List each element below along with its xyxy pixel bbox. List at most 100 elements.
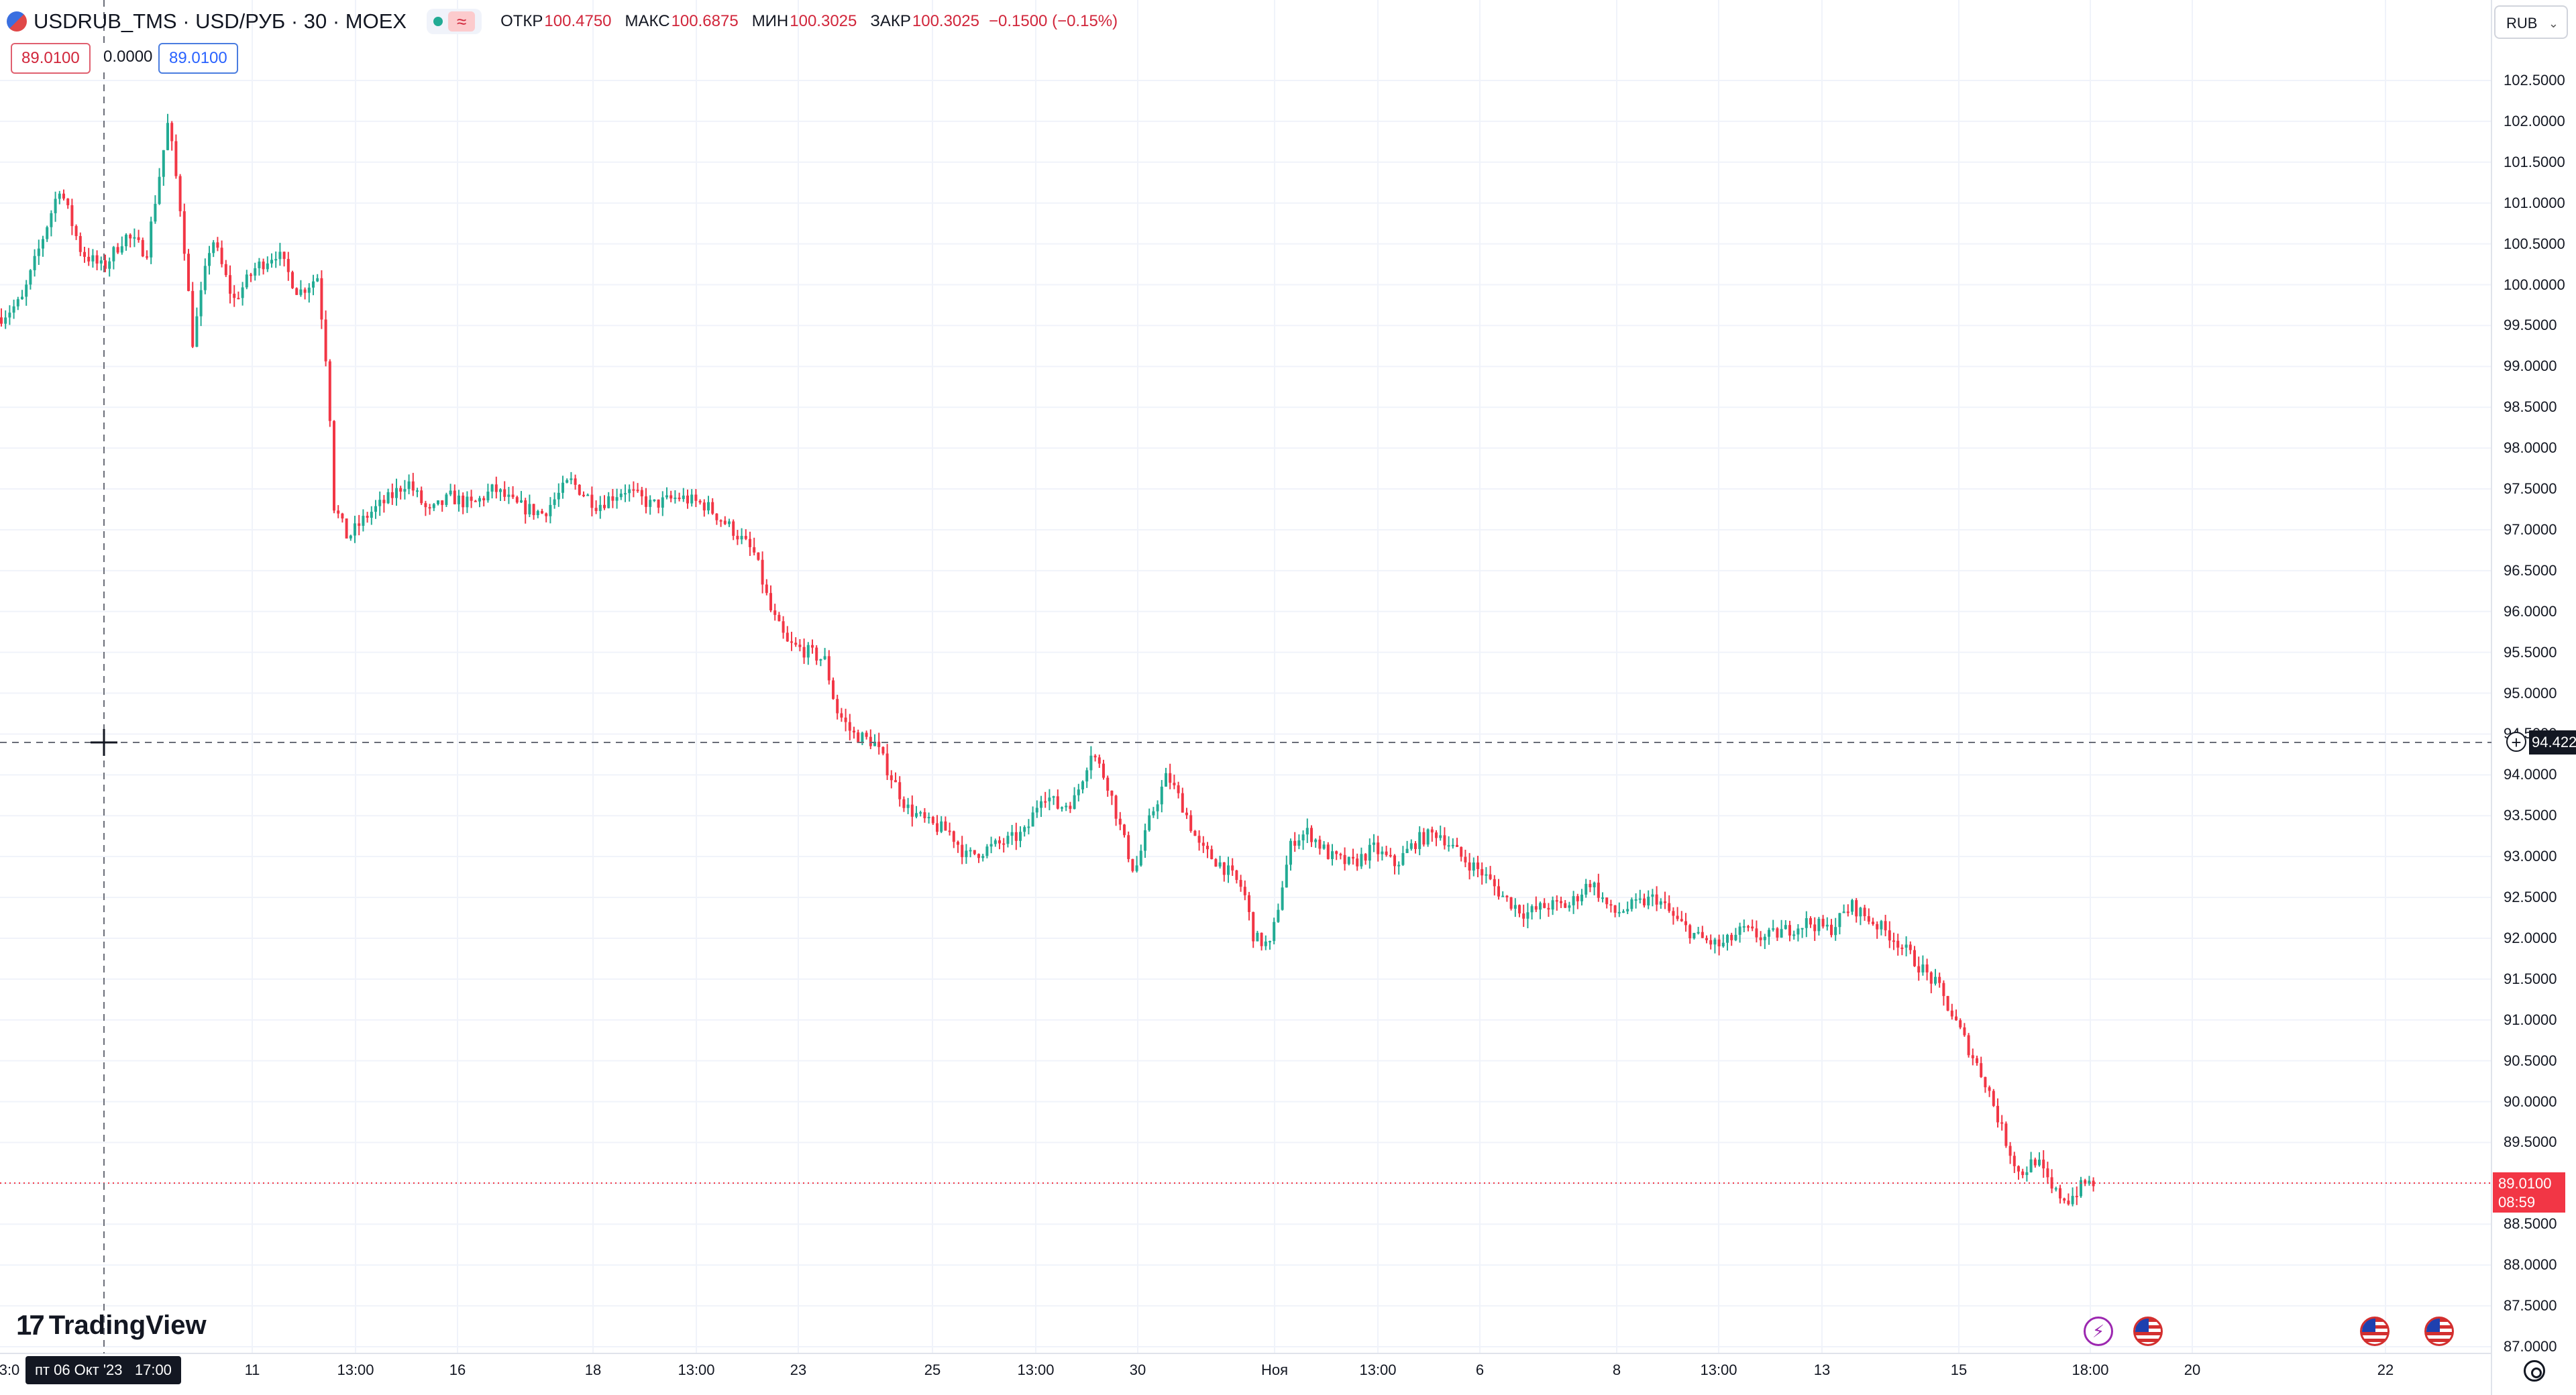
candle-body: [615, 497, 619, 501]
candle-body: [1331, 851, 1334, 859]
time-tick-label: 16: [449, 1361, 466, 1378]
candle-body: [1389, 854, 1392, 856]
candle-body: [1269, 941, 1271, 943]
market-status-pill[interactable]: ≈: [427, 9, 482, 34]
candle-body: [802, 647, 806, 658]
candle-body: [669, 495, 673, 499]
candle-body: [1418, 832, 1421, 849]
candle-body: [1976, 1058, 1978, 1064]
candle-body: [773, 610, 777, 615]
candle-body: [370, 512, 373, 518]
candle-body: [1297, 840, 1301, 846]
candle-body: [2025, 1172, 2029, 1176]
candle-body: [2029, 1159, 2033, 1172]
candle-body: [0, 317, 3, 324]
buy-price-button[interactable]: 89.0100: [158, 43, 238, 74]
candle-body: [1659, 901, 1662, 905]
candle-body: [590, 494, 594, 508]
candle-body: [1634, 899, 1638, 901]
candle-body: [989, 844, 993, 847]
candle-body: [769, 593, 772, 611]
event-lightning-icon[interactable]: ⚡: [2084, 1317, 2113, 1346]
candle-body: [78, 235, 82, 252]
candle-body: [328, 361, 331, 421]
add-alert-plus-icon[interactable]: +: [2506, 732, 2526, 752]
open-label: ОТКР: [500, 12, 543, 30]
candle-body: [969, 850, 972, 852]
candle-body: [220, 247, 223, 264]
us-flag-event-icon[interactable]: [2424, 1317, 2454, 1346]
tradingview-logo[interactable]: 17 TradingView: [16, 1306, 207, 1344]
candle-body: [1160, 786, 1163, 805]
candle-body: [1056, 796, 1059, 809]
candle-body: [877, 741, 881, 747]
candle-body: [1921, 964, 1925, 972]
candle-body: [694, 494, 698, 501]
candle-body: [349, 535, 352, 539]
candle-body: [798, 645, 802, 647]
candle-body: [890, 775, 893, 781]
candle-body: [362, 516, 365, 526]
candle-body: [832, 680, 835, 700]
candle-body: [1447, 845, 1450, 847]
candle-body: [262, 261, 265, 270]
candle-body: [1900, 947, 1904, 949]
settings-gear-icon[interactable]: [2524, 1360, 2545, 1382]
us-flag-event-icon[interactable]: [2360, 1317, 2390, 1346]
candle-body: [1942, 983, 1945, 997]
candle-body: [50, 213, 53, 227]
candle-body: [1077, 789, 1080, 795]
candle-body: [1377, 842, 1380, 854]
candle-body: [806, 645, 810, 658]
candle-body: [129, 234, 132, 239]
candle-body: [358, 523, 361, 526]
candle-body: [1996, 1105, 1999, 1123]
price-tick-label: 91.0000: [2504, 1011, 2557, 1028]
candle-body: [1426, 829, 1430, 845]
delayed-data-icon: ≈: [448, 11, 476, 32]
symbol-title[interactable]: USDRUB_TMS · USD/РУБ · 30 · MOEX: [34, 9, 407, 33]
candle-body: [1821, 918, 1825, 927]
candle-body: [961, 844, 964, 858]
price-tick-label: 93.0000: [2504, 848, 2557, 865]
candle-body: [1526, 912, 1529, 919]
candle-body: [2071, 1196, 2074, 1205]
candle-body: [1489, 874, 1492, 879]
candle-body: [2042, 1160, 2045, 1169]
candle-body: [2012, 1156, 2016, 1166]
candle-body: [715, 513, 718, 520]
candle-body: [170, 123, 174, 142]
candle-body: [1622, 911, 1625, 913]
candle-body: [1301, 834, 1305, 841]
candle-body: [885, 753, 889, 776]
candle-body: [316, 278, 319, 282]
candle-body: [1892, 940, 1895, 942]
candle-body: [70, 205, 74, 227]
candle-body: [1497, 886, 1500, 897]
candle-body: [1405, 848, 1409, 854]
candle-body: [162, 150, 165, 177]
candle-body: [490, 484, 494, 492]
candle-body: [653, 499, 656, 501]
candle-body: [965, 850, 968, 858]
candle-body: [274, 259, 278, 261]
candle-body: [1468, 862, 1471, 871]
candle-body: [286, 259, 290, 272]
candle-body: [1222, 862, 1226, 875]
candle-body: [1339, 854, 1342, 856]
candle-body: [403, 489, 407, 492]
sell-price-button[interactable]: 89.0100: [11, 43, 91, 74]
candle-body: [1214, 858, 1218, 867]
candle-body: [1830, 924, 1833, 936]
candle-body: [1385, 851, 1388, 855]
candle-body: [299, 289, 303, 295]
time-tick-label: 23: [790, 1361, 807, 1378]
candle-body: [973, 850, 976, 854]
candle-body: [1097, 757, 1101, 764]
currency-select[interactable]: RUB ⌄: [2494, 5, 2568, 39]
us-flag-event-icon[interactable]: [2133, 1317, 2163, 1346]
candle-body: [1102, 763, 1105, 778]
candle-body: [1373, 842, 1375, 845]
candle-body: [765, 584, 768, 594]
